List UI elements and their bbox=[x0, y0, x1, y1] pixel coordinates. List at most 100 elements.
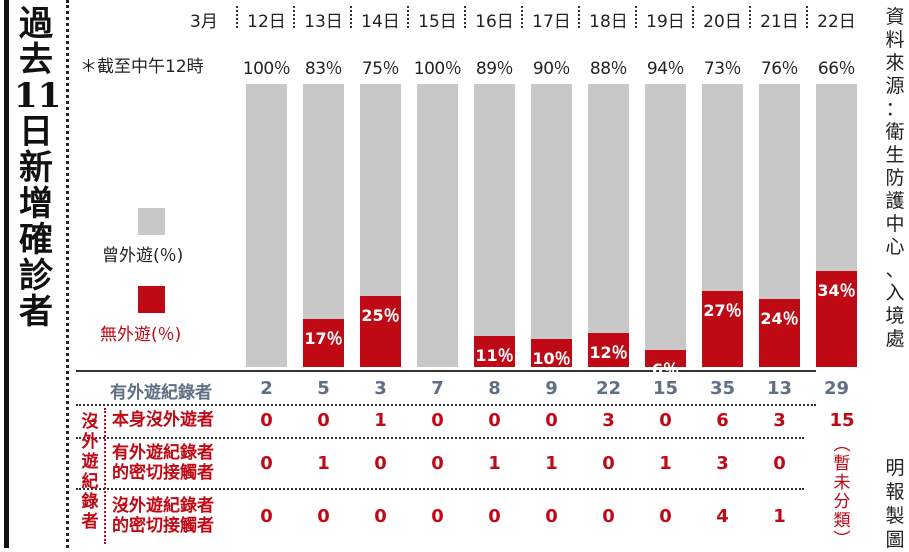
group-bracket bbox=[104, 408, 106, 544]
date-separator bbox=[692, 6, 694, 28]
row-value: 6 bbox=[716, 410, 729, 431]
traveled-count: 13 bbox=[766, 378, 793, 399]
group-label-char: 遊 bbox=[81, 452, 99, 472]
bar-label-not-traveled: 11％ bbox=[475, 345, 514, 365]
row-value: 0 bbox=[431, 506, 444, 527]
source-char: 來 bbox=[885, 52, 905, 74]
bar-label-traveled: 83％ bbox=[304, 59, 343, 79]
source-note: 資料來源：衛生防護中心、入境處 bbox=[883, 6, 907, 351]
source-char: 防 bbox=[885, 167, 905, 189]
bar-traveled bbox=[246, 84, 287, 367]
table-top-rule bbox=[76, 370, 816, 372]
row-value: 0 bbox=[545, 410, 558, 431]
date-label: 18日 bbox=[589, 12, 628, 32]
bar-label-traveled: 66％ bbox=[817, 59, 856, 79]
unclassified-char: ︵ bbox=[833, 435, 851, 455]
title-char: 新 bbox=[19, 148, 53, 188]
bar-not-traveled bbox=[474, 335, 515, 367]
date-label: 22日 bbox=[817, 12, 856, 32]
unclassified-char: ︶ bbox=[833, 530, 851, 550]
row-value: 0 bbox=[317, 410, 330, 431]
date-separator bbox=[635, 6, 637, 28]
source-char: 心 bbox=[885, 236, 905, 258]
title-char: 日 bbox=[19, 112, 53, 152]
date-label: 16日 bbox=[475, 12, 514, 32]
title-char: 11 bbox=[14, 76, 62, 116]
bar-not-traveled bbox=[360, 296, 401, 367]
date-separator bbox=[521, 6, 523, 28]
bar-label-not-traveled: 10％ bbox=[532, 348, 571, 368]
bar-label-not-traveled: 12％ bbox=[589, 343, 628, 363]
row-value: 3 bbox=[602, 410, 615, 431]
source-char: ： bbox=[885, 98, 905, 120]
row-value: 0 bbox=[602, 506, 615, 527]
bar-traveled bbox=[588, 84, 629, 367]
group-label-char: 紀 bbox=[81, 472, 99, 492]
source-char: 處 bbox=[885, 328, 905, 350]
title-char: 者 bbox=[19, 292, 53, 332]
group-label-char: 錄 bbox=[81, 492, 99, 512]
date-separator bbox=[407, 6, 409, 28]
date-label: 13日 bbox=[304, 12, 343, 32]
bar-label-not-traveled: 24％ bbox=[760, 309, 799, 329]
row-value: 3 bbox=[773, 410, 786, 431]
title-bar bbox=[4, 0, 9, 548]
title-char: 診 bbox=[19, 256, 53, 296]
bar-label-not-traveled: 27％ bbox=[703, 300, 742, 320]
bar-label-not-traveled: 17％ bbox=[304, 328, 343, 348]
source-char: 中 bbox=[885, 213, 905, 235]
bar-not-traveled bbox=[816, 270, 857, 367]
row-value: 1 bbox=[659, 453, 672, 474]
row-label: 有外遊紀錄者 的密切接觸者 bbox=[112, 443, 214, 483]
date-separator bbox=[293, 6, 295, 28]
title-char: 過 bbox=[19, 4, 53, 44]
row-value: 0 bbox=[602, 453, 615, 474]
unclassified-char: 類 bbox=[833, 511, 851, 531]
group-label-char: 者 bbox=[81, 512, 99, 532]
credit-char: 明 bbox=[885, 457, 905, 479]
date-label: 14日 bbox=[361, 12, 400, 32]
source-char: 資 bbox=[885, 6, 905, 28]
row-value: 1 bbox=[545, 453, 558, 474]
source-char: 境 bbox=[885, 305, 905, 327]
row-value: 0 bbox=[488, 506, 501, 527]
bar-not-traveled bbox=[303, 318, 344, 367]
row-label: 本身沒外遊者 bbox=[112, 410, 214, 430]
traveled-count: 35 bbox=[709, 378, 736, 399]
date-label: 20日 bbox=[703, 12, 742, 32]
row-value: 0 bbox=[659, 506, 672, 527]
date-label: 12日 bbox=[247, 12, 286, 32]
date-label: 21日 bbox=[760, 12, 799, 32]
row-value: 1 bbox=[773, 506, 786, 527]
bar-label-traveled: 100％ bbox=[242, 59, 291, 79]
row-value: 0 bbox=[317, 506, 330, 527]
date-separator bbox=[350, 6, 352, 28]
month-label: 3月 bbox=[190, 12, 218, 32]
bar-not-traveled bbox=[759, 299, 800, 367]
unclassified-value: 15 bbox=[829, 410, 855, 431]
row-value: 4 bbox=[716, 506, 729, 527]
row-value: 0 bbox=[659, 410, 672, 431]
row-label-line: 沒外遊紀錄者 bbox=[112, 496, 214, 516]
row-label-line: 有外遊紀錄者 bbox=[112, 443, 214, 463]
bar-traveled bbox=[417, 84, 458, 367]
row-value: 1 bbox=[317, 453, 330, 474]
unclassified-char: 未 bbox=[833, 473, 851, 493]
no-travel-group-label: 沒外遊紀錄者 bbox=[78, 412, 102, 532]
bar-label-not-traveled: 25％ bbox=[361, 306, 400, 326]
traveled-count: 3 bbox=[374, 378, 387, 399]
traveled-count: 22 bbox=[595, 378, 622, 399]
bar-not-traveled bbox=[588, 333, 629, 367]
bar-not-traveled bbox=[531, 338, 572, 367]
bar-not-traveled bbox=[645, 350, 686, 367]
source-char: 衛 bbox=[885, 121, 905, 143]
row-value: 1 bbox=[488, 453, 501, 474]
traveled-count: 7 bbox=[431, 378, 444, 399]
traveled-count: 2 bbox=[260, 378, 273, 399]
date-label: 15日 bbox=[418, 12, 457, 32]
row-label-line: 本身沒外遊者 bbox=[112, 410, 214, 430]
group-label-char: 外 bbox=[81, 432, 99, 452]
credit-char: 報 bbox=[885, 481, 905, 503]
title-char: 確 bbox=[19, 220, 53, 260]
source-char: 護 bbox=[885, 190, 905, 212]
